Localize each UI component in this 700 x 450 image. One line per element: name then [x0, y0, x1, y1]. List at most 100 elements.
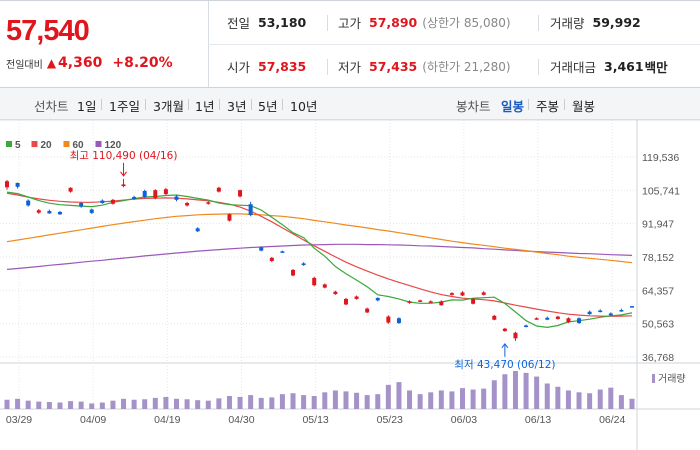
- high-annotation-label: 최고 110,490 (04/16): [70, 150, 178, 162]
- volume-bar: [608, 387, 614, 409]
- prev-close: 전일 53,180: [227, 1, 306, 44]
- volume-bar: [226, 396, 232, 409]
- quote-panel: 57,540 전일대비 ▲ 4,360 +8.20% 전일 53,180 고가 …: [0, 0, 700, 88]
- volume-bar: [142, 399, 148, 409]
- open-price: 시가 57,835: [227, 45, 306, 88]
- volume-bar: [173, 398, 179, 409]
- candle-monthly[interactable]: 월봉: [572, 99, 596, 114]
- divider: [327, 59, 328, 75]
- volume-bar: [195, 400, 201, 409]
- candle-weekly[interactable]: 주봉: [536, 99, 560, 114]
- volume-bar: [89, 403, 95, 409]
- volume-bar: [163, 396, 169, 409]
- volume-bar: [152, 397, 158, 409]
- volume-label: 거래량: [658, 373, 686, 385]
- period-3y[interactable]: 3년: [227, 99, 247, 114]
- volume-value: 59,992: [592, 15, 641, 30]
- ma5-line: [6, 191, 633, 329]
- volume-bar: [290, 393, 296, 409]
- volume-bar: [332, 390, 338, 409]
- period-5y[interactable]: 5년: [258, 99, 278, 114]
- divider: [188, 99, 189, 110]
- high-label: 고가: [338, 16, 362, 31]
- candle-body: [449, 293, 454, 295]
- volume-bar: [555, 386, 561, 409]
- x-tick-label: 04/19: [154, 414, 180, 426]
- candle-body: [396, 318, 401, 324]
- candle-body: [79, 202, 84, 207]
- volume-bar: [78, 401, 84, 409]
- candle-body: [132, 196, 137, 199]
- volume-bar: [99, 402, 105, 409]
- volume-bar: [57, 402, 63, 409]
- candle-body: [343, 298, 348, 305]
- candle-body: [598, 310, 603, 313]
- trade-amount: 거래대금 3,461 백만: [550, 45, 668, 88]
- volume-bar: [407, 390, 413, 409]
- candle-body: [185, 202, 190, 206]
- candle-body: [471, 298, 476, 304]
- trade-amount-unit: 백만: [644, 60, 668, 75]
- candle-body: [439, 301, 444, 306]
- y-tick-label: 36,768: [642, 352, 674, 364]
- candle-body: [195, 228, 200, 232]
- moving-average-lines: [6, 191, 633, 329]
- volume-bar: [396, 382, 402, 409]
- ma60-line: [6, 213, 633, 264]
- legend-label: 20: [41, 140, 53, 151]
- period-1y[interactable]: 1년: [195, 99, 215, 114]
- period-1w[interactable]: 1주일: [109, 99, 140, 114]
- divider: [219, 99, 220, 110]
- candle-chart-label: 봉차트: [456, 99, 491, 114]
- prev-close-value: 53,180: [258, 15, 307, 30]
- period-1d[interactable]: 1일: [77, 99, 97, 114]
- volume-bar: [322, 392, 328, 409]
- price-change: 전일대비 ▲ 4,360 +8.20%: [6, 55, 173, 71]
- x-tick-label: 06/24: [599, 414, 625, 426]
- volume-bar: [385, 384, 391, 409]
- divider: [145, 99, 146, 110]
- volume-bar: [544, 383, 550, 409]
- volume-bar: [618, 395, 624, 409]
- candle-body: [333, 291, 338, 295]
- candle-body: [386, 316, 391, 323]
- annotations: 최고 110,490 (04/16) 최저 43,470 (06/12): [70, 150, 556, 371]
- volume-label: 거래량: [550, 16, 585, 31]
- low-price: 저가 57,435 (하한가 21,280): [338, 45, 511, 88]
- volume-bar: [68, 401, 74, 409]
- x-tick-label: 04/09: [80, 414, 106, 426]
- volume-bar: [269, 397, 275, 409]
- high-value: 57,890: [369, 15, 418, 30]
- candle-body: [259, 247, 264, 251]
- volume-bar: [364, 395, 370, 409]
- volume-bar: [15, 398, 21, 409]
- volume-bar: [311, 396, 317, 409]
- candle-body: [492, 315, 497, 320]
- period-10y[interactable]: 10년: [290, 99, 318, 114]
- candle-body: [153, 190, 158, 199]
- volume-bar: [491, 380, 497, 409]
- volume-bar: [4, 399, 10, 409]
- prev-close-label: 전일: [227, 16, 251, 31]
- x-tick-label: 05/23: [377, 414, 403, 426]
- candle-body: [545, 317, 550, 320]
- volume-bar: [534, 376, 540, 409]
- low-annotation-label: 최저 43,470 (06/12): [454, 359, 555, 371]
- candle-daily[interactable]: 일봉: [501, 99, 525, 114]
- candle-body: [248, 204, 253, 216]
- volume-bar: [449, 391, 455, 409]
- volume-bar: [248, 395, 254, 409]
- volume-bar: [438, 390, 444, 409]
- price-box: 57,540 전일대비 ▲ 4,360 +8.20%: [0, 1, 209, 87]
- candle-body: [280, 251, 285, 253]
- volume-bar: [131, 399, 137, 409]
- chart-grid: [0, 120, 700, 450]
- y-tick-label: 64,357: [642, 285, 674, 297]
- volume-bar: [354, 392, 360, 409]
- divider: [208, 44, 700, 45]
- candle-body: [365, 308, 370, 313]
- period-3m[interactable]: 3개월: [153, 99, 184, 114]
- candle-body: [227, 214, 232, 221]
- open-value: 57,835: [258, 59, 307, 74]
- candle-body: [375, 297, 380, 301]
